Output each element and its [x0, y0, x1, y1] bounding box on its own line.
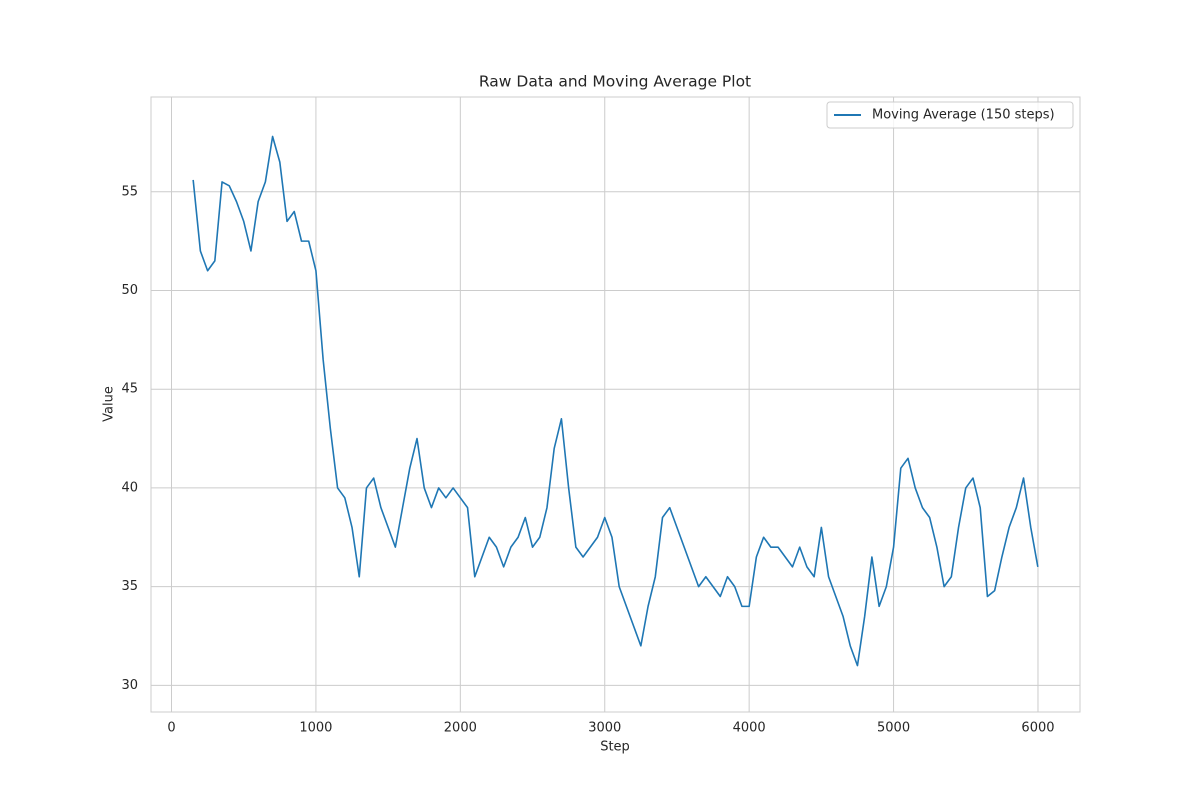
x-tick-label: 1000 — [299, 721, 332, 736]
plot-frame — [150, 96, 1081, 713]
y-tick-label: 50 — [121, 283, 138, 298]
line — [192, 135, 1039, 667]
y-tick-label: 45 — [121, 382, 138, 397]
x-tick-label: 5000 — [877, 721, 910, 736]
chart-title: Raw Data and Moving Average Plot — [479, 73, 751, 91]
legend-label: Moving Average (150 steps) — [872, 108, 1055, 123]
y-tick-label: 35 — [121, 579, 138, 594]
y-tick-label: 40 — [121, 480, 138, 495]
x-tick-label: 4000 — [733, 721, 766, 736]
x-tick-label: 6000 — [1021, 721, 1054, 736]
x-tick-label: 0 — [167, 721, 175, 736]
y-tick-label: 30 — [121, 678, 138, 693]
legend-box — [826, 101, 1074, 129]
x-tick-label: 3000 — [588, 721, 621, 736]
x-axis-label: Step — [600, 740, 630, 755]
y-axis-label: Value — [102, 386, 117, 422]
y-tick-label: 55 — [121, 184, 138, 199]
x-tick-label: 2000 — [444, 721, 477, 736]
